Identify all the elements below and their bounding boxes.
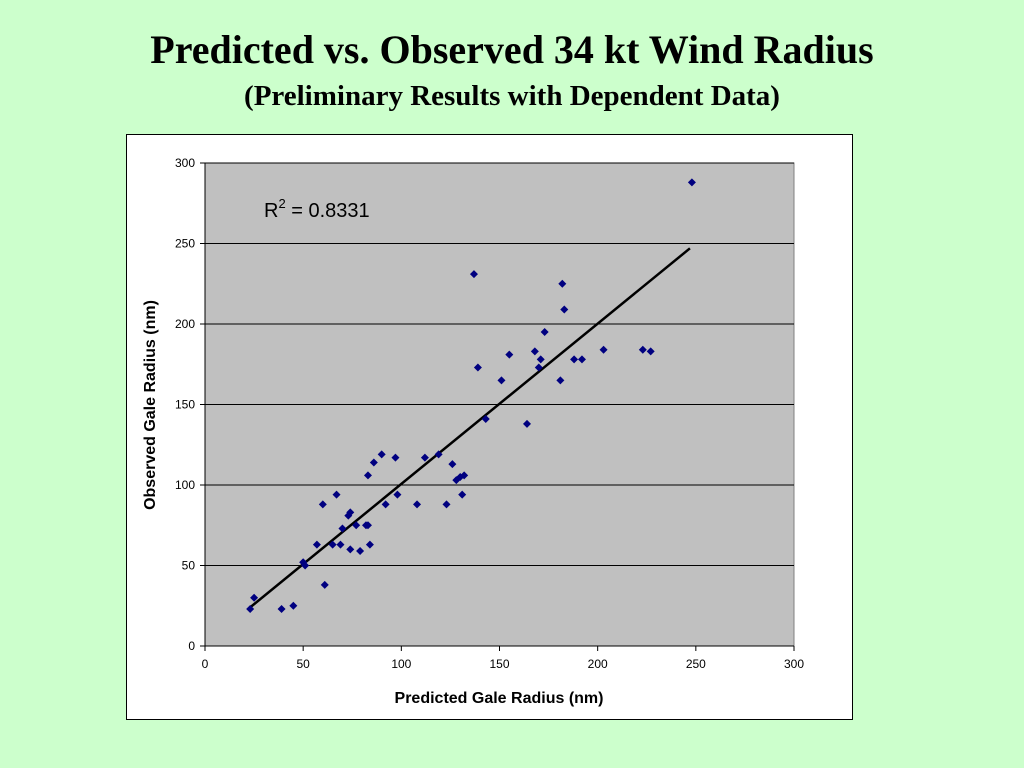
- data-point: [434, 450, 443, 459]
- y-tick-label: 0: [188, 639, 195, 653]
- y-tick-label: 50: [182, 559, 196, 573]
- data-point: [646, 347, 655, 356]
- data-point: [356, 547, 365, 556]
- data-point: [599, 345, 608, 354]
- chart-container: 0 50 100 150 200 250 300 0 50 100 150 200 250 300 R2 …: [126, 134, 853, 720]
- data-point: [318, 500, 327, 509]
- data-point: [346, 545, 355, 554]
- x-tick-label: 100: [391, 657, 411, 671]
- data-point: [505, 350, 514, 359]
- data-point: [473, 363, 482, 372]
- data-point: [469, 270, 478, 279]
- data-point: [346, 508, 355, 517]
- y-tick-label: 300: [175, 156, 195, 170]
- r2-base: R: [264, 200, 278, 222]
- data-point: [530, 347, 539, 356]
- data-point: [332, 490, 341, 499]
- data-point: [497, 376, 506, 385]
- data-point: [638, 345, 647, 354]
- slide-title: Predicted vs. Observed 34 kt Wind Radius: [150, 27, 874, 72]
- data-point: [250, 593, 259, 602]
- r2-superscript: 2: [278, 196, 285, 211]
- y-tick-label: 150: [175, 398, 195, 412]
- data-point: [442, 500, 451, 509]
- data-point: [246, 604, 255, 613]
- data-point: [448, 460, 457, 469]
- x-tick-label: 300: [784, 657, 804, 671]
- data-point: [534, 363, 543, 372]
- data-point: [312, 540, 321, 549]
- data-point: [560, 305, 569, 314]
- x-tick-label: 0: [202, 657, 209, 671]
- x-tick-label: 200: [588, 657, 608, 671]
- slide-subtitle: (Preliminary Results with Dependent Data…: [244, 80, 780, 112]
- data-point: [369, 458, 378, 467]
- data-point: [460, 471, 469, 480]
- data-point: [458, 490, 467, 499]
- data-point: [377, 450, 386, 459]
- data-points: [246, 178, 696, 613]
- data-point: [558, 279, 567, 288]
- data-point: [289, 601, 298, 610]
- data-point: [363, 471, 372, 480]
- scatter-chart: 0 50 100 150 200 250 300 0 50 100 150 200 250 300 R2 …: [142, 156, 804, 707]
- data-point: [299, 558, 308, 567]
- x-tick-label: 150: [489, 657, 509, 671]
- data-point: [352, 521, 361, 530]
- data-point: [320, 580, 329, 589]
- data-point: [413, 500, 422, 509]
- data-point: [570, 355, 579, 364]
- data-point: [391, 453, 400, 462]
- data-point: [363, 521, 372, 530]
- data-point: [336, 540, 345, 549]
- data-point: [277, 604, 286, 613]
- y-axis-label: Observed Gale Radius (nm): [142, 300, 159, 510]
- data-point: [365, 540, 374, 549]
- r2-value: = 0.8331: [286, 200, 370, 222]
- trendline-group: [249, 247, 691, 609]
- data-point: [338, 524, 347, 533]
- data-point: [420, 453, 429, 462]
- y-tick-label: 100: [175, 478, 195, 492]
- data-point: [393, 490, 402, 499]
- x-axis-label: Predicted Gale Radius (nm): [395, 690, 604, 707]
- data-point: [577, 355, 586, 364]
- y-tick-label: 200: [175, 317, 195, 331]
- data-point: [301, 561, 310, 570]
- r-squared-annotation: R2 = 0.8331: [264, 196, 370, 222]
- data-point: [381, 500, 390, 509]
- x-tick-label: 250: [686, 657, 706, 671]
- data-point: [556, 376, 565, 385]
- y-tick-label: 250: [175, 237, 195, 251]
- data-point: [481, 414, 490, 423]
- x-tick-label: 50: [296, 657, 310, 671]
- trendline: [249, 247, 691, 609]
- data-point: [522, 419, 531, 428]
- data-point: [540, 328, 549, 337]
- data-point: [687, 178, 696, 187]
- data-point: [536, 355, 545, 364]
- data-point: [328, 540, 337, 549]
- axes: 0 50 100 150 200 250 300 0 50 100 150 200 250 300: [175, 156, 804, 671]
